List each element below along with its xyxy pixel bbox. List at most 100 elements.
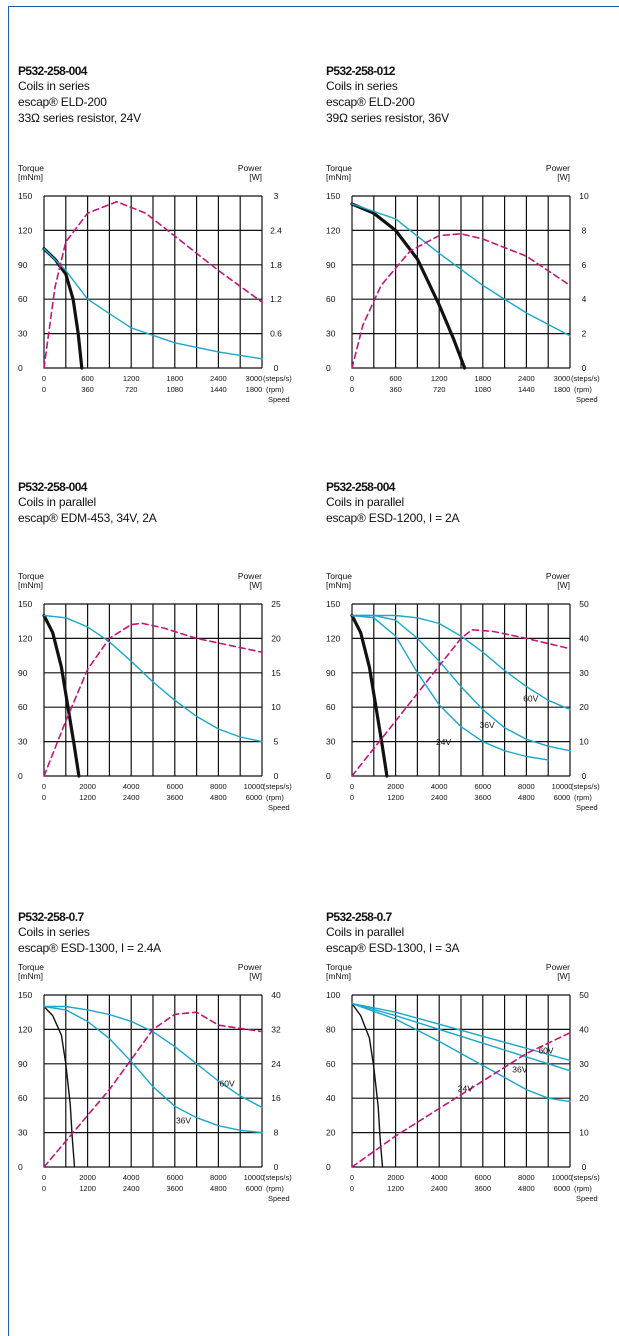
x-tick-label-top: 4000: [123, 782, 140, 791]
y-tick-label-left: 60: [18, 702, 28, 712]
x-tick-label-top: 4000: [123, 1173, 140, 1182]
y-axis-label-left: Torque: [18, 571, 44, 581]
pull-in-torque-curve: [42, 613, 81, 778]
x-tick-label-top: 10000: [244, 782, 265, 791]
y-tick-label-left: 60: [326, 294, 336, 304]
x-tick-label-top: 1200: [123, 374, 140, 383]
y-tick-label-left: 30: [326, 329, 336, 339]
y-tick-label-left: 0: [18, 363, 23, 373]
y-tick-label-left: 20: [326, 1128, 336, 1138]
y-tick-label-left: 60: [18, 1093, 28, 1103]
y-tick-label-right: 8: [582, 225, 587, 235]
x-tick-label-bottom: 0: [42, 793, 46, 802]
y-tick-label-left: 0: [326, 363, 331, 373]
x-tick-label-top: 3000: [246, 374, 263, 383]
y-tick-label-left: 120: [326, 633, 340, 643]
x-unit-bottom: (rpm): [266, 1184, 284, 1193]
chart-svg: Torque[mNm] Power[W] 0 30 60 90 120 150 0 5 10 15 20…: [18, 571, 292, 812]
pull-in-torque-curve: [351, 1002, 384, 1168]
x-tick-label-bottom: 2400: [123, 1184, 140, 1193]
x-tick-label-top: 0: [350, 1173, 354, 1182]
y-axis-unit-right: [W]: [557, 971, 570, 981]
panel-subtitle-line: Coils in parallel: [326, 495, 404, 509]
y-tick-label-left: 30: [18, 329, 28, 339]
y-axis-label-left: Torque: [326, 571, 352, 581]
y-tick-label-left: 40: [326, 1093, 336, 1103]
y-tick-label-right: 0: [274, 363, 279, 373]
y-tick-label-right: 15: [271, 668, 281, 678]
x-tick-label-top: 2000: [79, 782, 96, 791]
chart-panel-2: P532-258-012 Coils in series escap® ELD-…: [326, 64, 619, 404]
x-tick-label-bottom: 6000: [246, 793, 263, 802]
y-axis-label-right: Power: [546, 962, 570, 972]
x-tick-label-bottom: 0: [350, 385, 354, 394]
panel-subtitle-line: escap® ELD-200: [326, 95, 415, 109]
x-tick-label-bottom: 2400: [431, 1184, 448, 1193]
panel-subtitle-line: 39Ω series resistor, 36V: [326, 111, 449, 125]
panel-subtitle-line: escap® ESD-1300, I = 2.4A: [18, 941, 161, 955]
x-tick-label-bottom: 1080: [474, 385, 491, 394]
chart-panel-3: P532-258-004 Coils in parallel escap® ED…: [18, 480, 318, 812]
x-unit-bottom: (rpm): [574, 1184, 592, 1193]
x-tick-label-top: 8000: [518, 1173, 535, 1182]
curve-voltage-label: 60V: [220, 1079, 235, 1089]
chart-svg: Torque[mNm]Power[W]030609012015000.61.21…: [18, 163, 292, 404]
x-tick-label-bottom: 4800: [518, 1184, 535, 1193]
y-tick-label-left: 30: [326, 737, 336, 747]
x-tick-label-top: 2400: [518, 374, 535, 383]
y-axis-label-left: Torque: [18, 962, 44, 972]
x-tick-label-bottom: 6000: [554, 793, 571, 802]
page-frame: [8, 6, 619, 1336]
x-tick-label-top: 2000: [79, 1173, 96, 1182]
pull-out-torque-curve: [351, 614, 571, 711]
y-axis-label-left: Torque: [18, 163, 44, 173]
x-axis-label: Speed: [576, 1194, 598, 1203]
chart-svg: Torque[mNm] Power[W] 0 30 60 90 120 150 0 10 20 30 4…: [326, 571, 600, 812]
y-axis-unit-left: [mNm]: [18, 580, 43, 590]
y-axis-unit-left: [mNm]: [326, 172, 351, 182]
x-tick-label-bottom: 360: [81, 385, 94, 394]
x-tick-label-bottom: 3600: [474, 1184, 491, 1193]
x-tick-label-bottom: 6000: [246, 1184, 263, 1193]
x-tick-label-top: 8000: [210, 782, 227, 791]
y-tick-label-right: 10: [579, 1128, 589, 1138]
chart-panel-5: P532-258-0.7 Coils in series escap® ESD-…: [18, 910, 318, 1220]
pull-out-torque-curve: [43, 1005, 263, 1134]
y-tick-label-left: 0: [18, 771, 23, 781]
pull-out-torque-curve: [351, 1002, 571, 1103]
y-tick-label-left: 120: [18, 633, 32, 643]
x-tick-label-bottom: 3600: [166, 793, 183, 802]
chart-svg: Torque[mNm] Power[W] 0 30 60 90 120 150 0 2 4 6 8 10 0…: [326, 163, 600, 404]
x-tick-label-top: 2000: [387, 782, 404, 791]
y-tick-label-left: 100: [326, 990, 340, 1000]
y-tick-label-right: 2.4: [270, 225, 282, 235]
x-tick-label-top: 8000: [518, 782, 535, 791]
y-tick-label-right: 10: [579, 191, 589, 201]
curve-voltage-label: 24V: [458, 1083, 473, 1093]
y-tick-label-right: 1.2: [270, 294, 282, 304]
y-tick-label-right: 40: [579, 633, 589, 643]
panel-subtitle-line: 33Ω series resistor, 24V: [18, 111, 141, 125]
x-tick-label-bottom: 2400: [123, 793, 140, 802]
panel-title: P532-258-0.7: [18, 910, 84, 924]
y-tick-label-left: 80: [326, 1024, 336, 1034]
y-tick-label-right: 20: [579, 1093, 589, 1103]
x-tick-label-top: 10000: [244, 1173, 265, 1182]
x-tick-label-top: 0: [350, 782, 354, 791]
power-curve: [43, 200, 263, 369]
panel-title: P532-258-012: [326, 64, 395, 78]
y-tick-label-left: 150: [18, 990, 32, 1000]
y-tick-label-right: 25: [271, 599, 281, 609]
pull-out-torque-curve: [43, 614, 263, 743]
x-tick-label-top: 0: [42, 374, 46, 383]
y-tick-label-right: 0: [582, 363, 587, 373]
y-tick-label-right: 40: [579, 1024, 589, 1034]
y-tick-label-right: 0: [582, 771, 587, 781]
y-tick-label-right: 1.8: [270, 260, 282, 270]
x-unit-top: (steps/s): [571, 1173, 600, 1182]
y-tick-label-right: 24: [271, 1059, 281, 1069]
x-tick-label-bottom: 720: [433, 385, 446, 394]
power-curve: [351, 1032, 571, 1168]
x-axis-label: Speed: [268, 803, 290, 812]
y-tick-label-left: 90: [326, 668, 336, 678]
